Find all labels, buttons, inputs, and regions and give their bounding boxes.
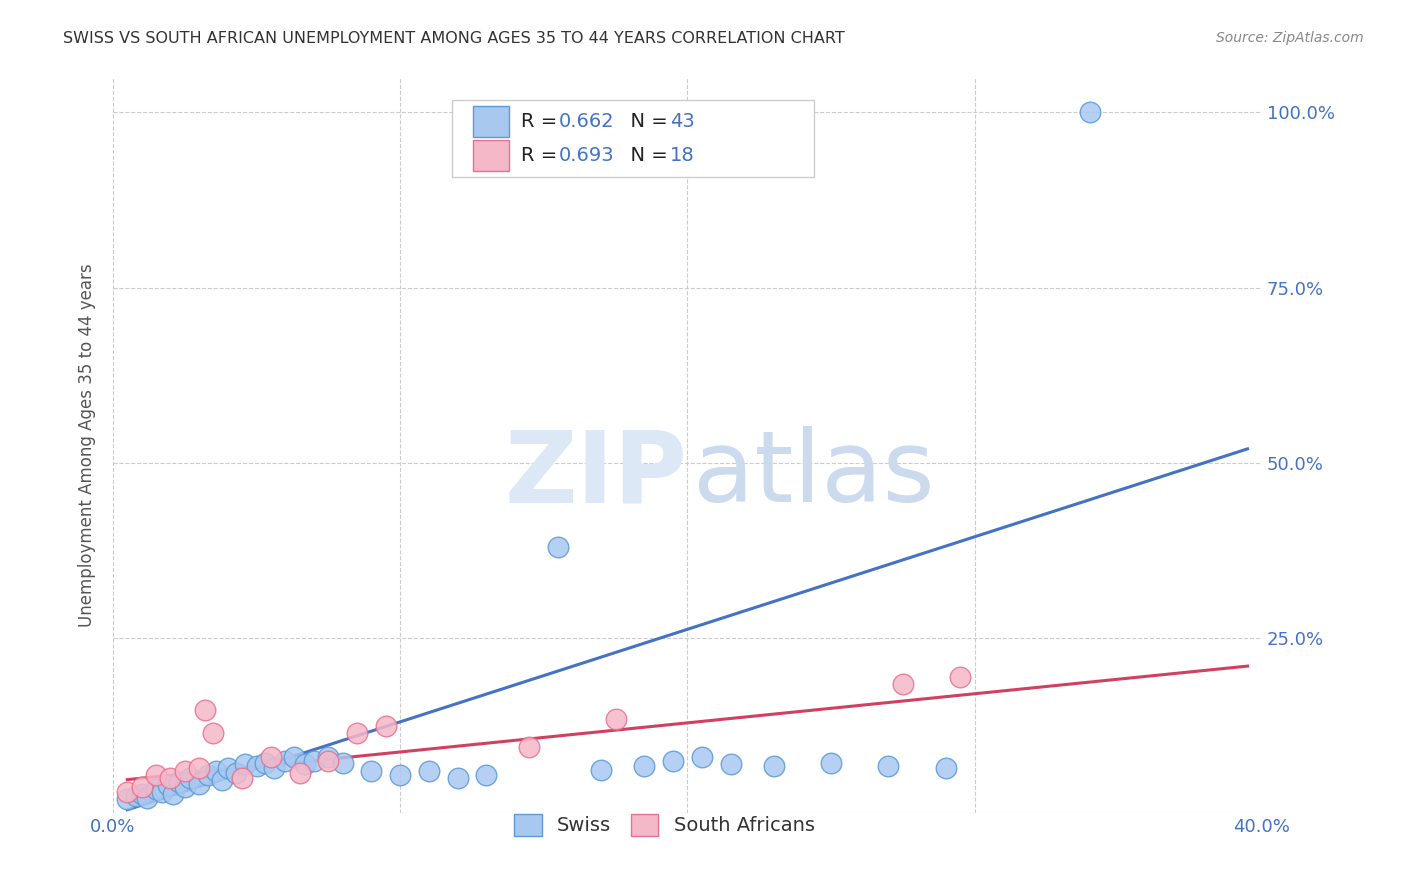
Point [633, 758, 655, 772]
Text: 0.662: 0.662 [558, 112, 614, 130]
Text: Source: ZipAtlas.com: Source: ZipAtlas.com [1216, 31, 1364, 45]
Point [179, 771, 201, 785]
Point [131, 780, 153, 794]
Point [318, 754, 340, 768]
Point [360, 764, 382, 779]
Point [245, 758, 267, 772]
Point [225, 765, 247, 780]
Point [202, 725, 225, 739]
Text: SWISS VS SOUTH AFRICAN UNEMPLOYMENT AMONG AGES 35 TO 44 YEARS CORRELATION CHART: SWISS VS SOUTH AFRICAN UNEMPLOYMENT AMON… [63, 31, 845, 46]
Point [197, 768, 219, 782]
FancyBboxPatch shape [472, 105, 509, 136]
Point [125, 789, 148, 803]
Text: R =: R = [520, 145, 564, 165]
Point [662, 754, 685, 768]
Point [547, 540, 569, 554]
Point [591, 763, 613, 777]
Text: atlas: atlas [693, 426, 935, 524]
Point [136, 790, 159, 805]
Point [156, 778, 179, 792]
Point [131, 787, 153, 801]
Point [346, 725, 368, 739]
Legend: Swiss, South Africans: Swiss, South Africans [506, 806, 823, 844]
FancyBboxPatch shape [472, 140, 509, 170]
Point [167, 774, 190, 789]
Point [949, 670, 972, 684]
Point [519, 739, 541, 754]
Point [605, 712, 627, 726]
Text: N =: N = [619, 145, 675, 165]
Point [332, 756, 354, 770]
Point [150, 785, 173, 799]
Text: ZIP: ZIP [505, 426, 688, 524]
Text: N =: N = [619, 112, 675, 130]
Point [162, 787, 184, 801]
Point [389, 768, 412, 782]
Point [877, 758, 900, 772]
Point [762, 758, 785, 772]
Point [690, 750, 713, 764]
Point [260, 750, 283, 764]
Point [263, 761, 285, 775]
Point [117, 792, 139, 806]
Point [145, 768, 167, 782]
Point [302, 754, 325, 768]
Point [188, 761, 211, 775]
Text: 18: 18 [671, 145, 695, 165]
Point [475, 768, 498, 782]
Point [231, 771, 253, 785]
Text: 43: 43 [671, 112, 695, 130]
Point [374, 719, 396, 733]
Point [720, 757, 742, 772]
Point [233, 757, 256, 772]
Point [205, 764, 228, 779]
Point [294, 757, 316, 772]
Point [935, 761, 957, 775]
Point [194, 702, 217, 716]
Point [283, 750, 305, 764]
Point [274, 754, 297, 768]
Point [117, 785, 139, 799]
Point [145, 781, 167, 796]
Point [173, 764, 195, 779]
Point [211, 772, 233, 787]
FancyBboxPatch shape [451, 100, 814, 177]
Point [188, 777, 211, 791]
Point [173, 780, 195, 794]
Point [254, 756, 277, 770]
Point [318, 750, 340, 764]
Point [418, 764, 440, 779]
Point [288, 765, 311, 780]
Text: R =: R = [520, 112, 564, 130]
Point [159, 771, 181, 785]
Text: 0.693: 0.693 [558, 145, 614, 165]
Point [217, 761, 239, 775]
Point [446, 771, 468, 785]
Y-axis label: Unemployment Among Ages 35 to 44 years: Unemployment Among Ages 35 to 44 years [79, 263, 96, 627]
Point [891, 676, 914, 690]
Point [1078, 105, 1101, 120]
Point [820, 756, 842, 770]
